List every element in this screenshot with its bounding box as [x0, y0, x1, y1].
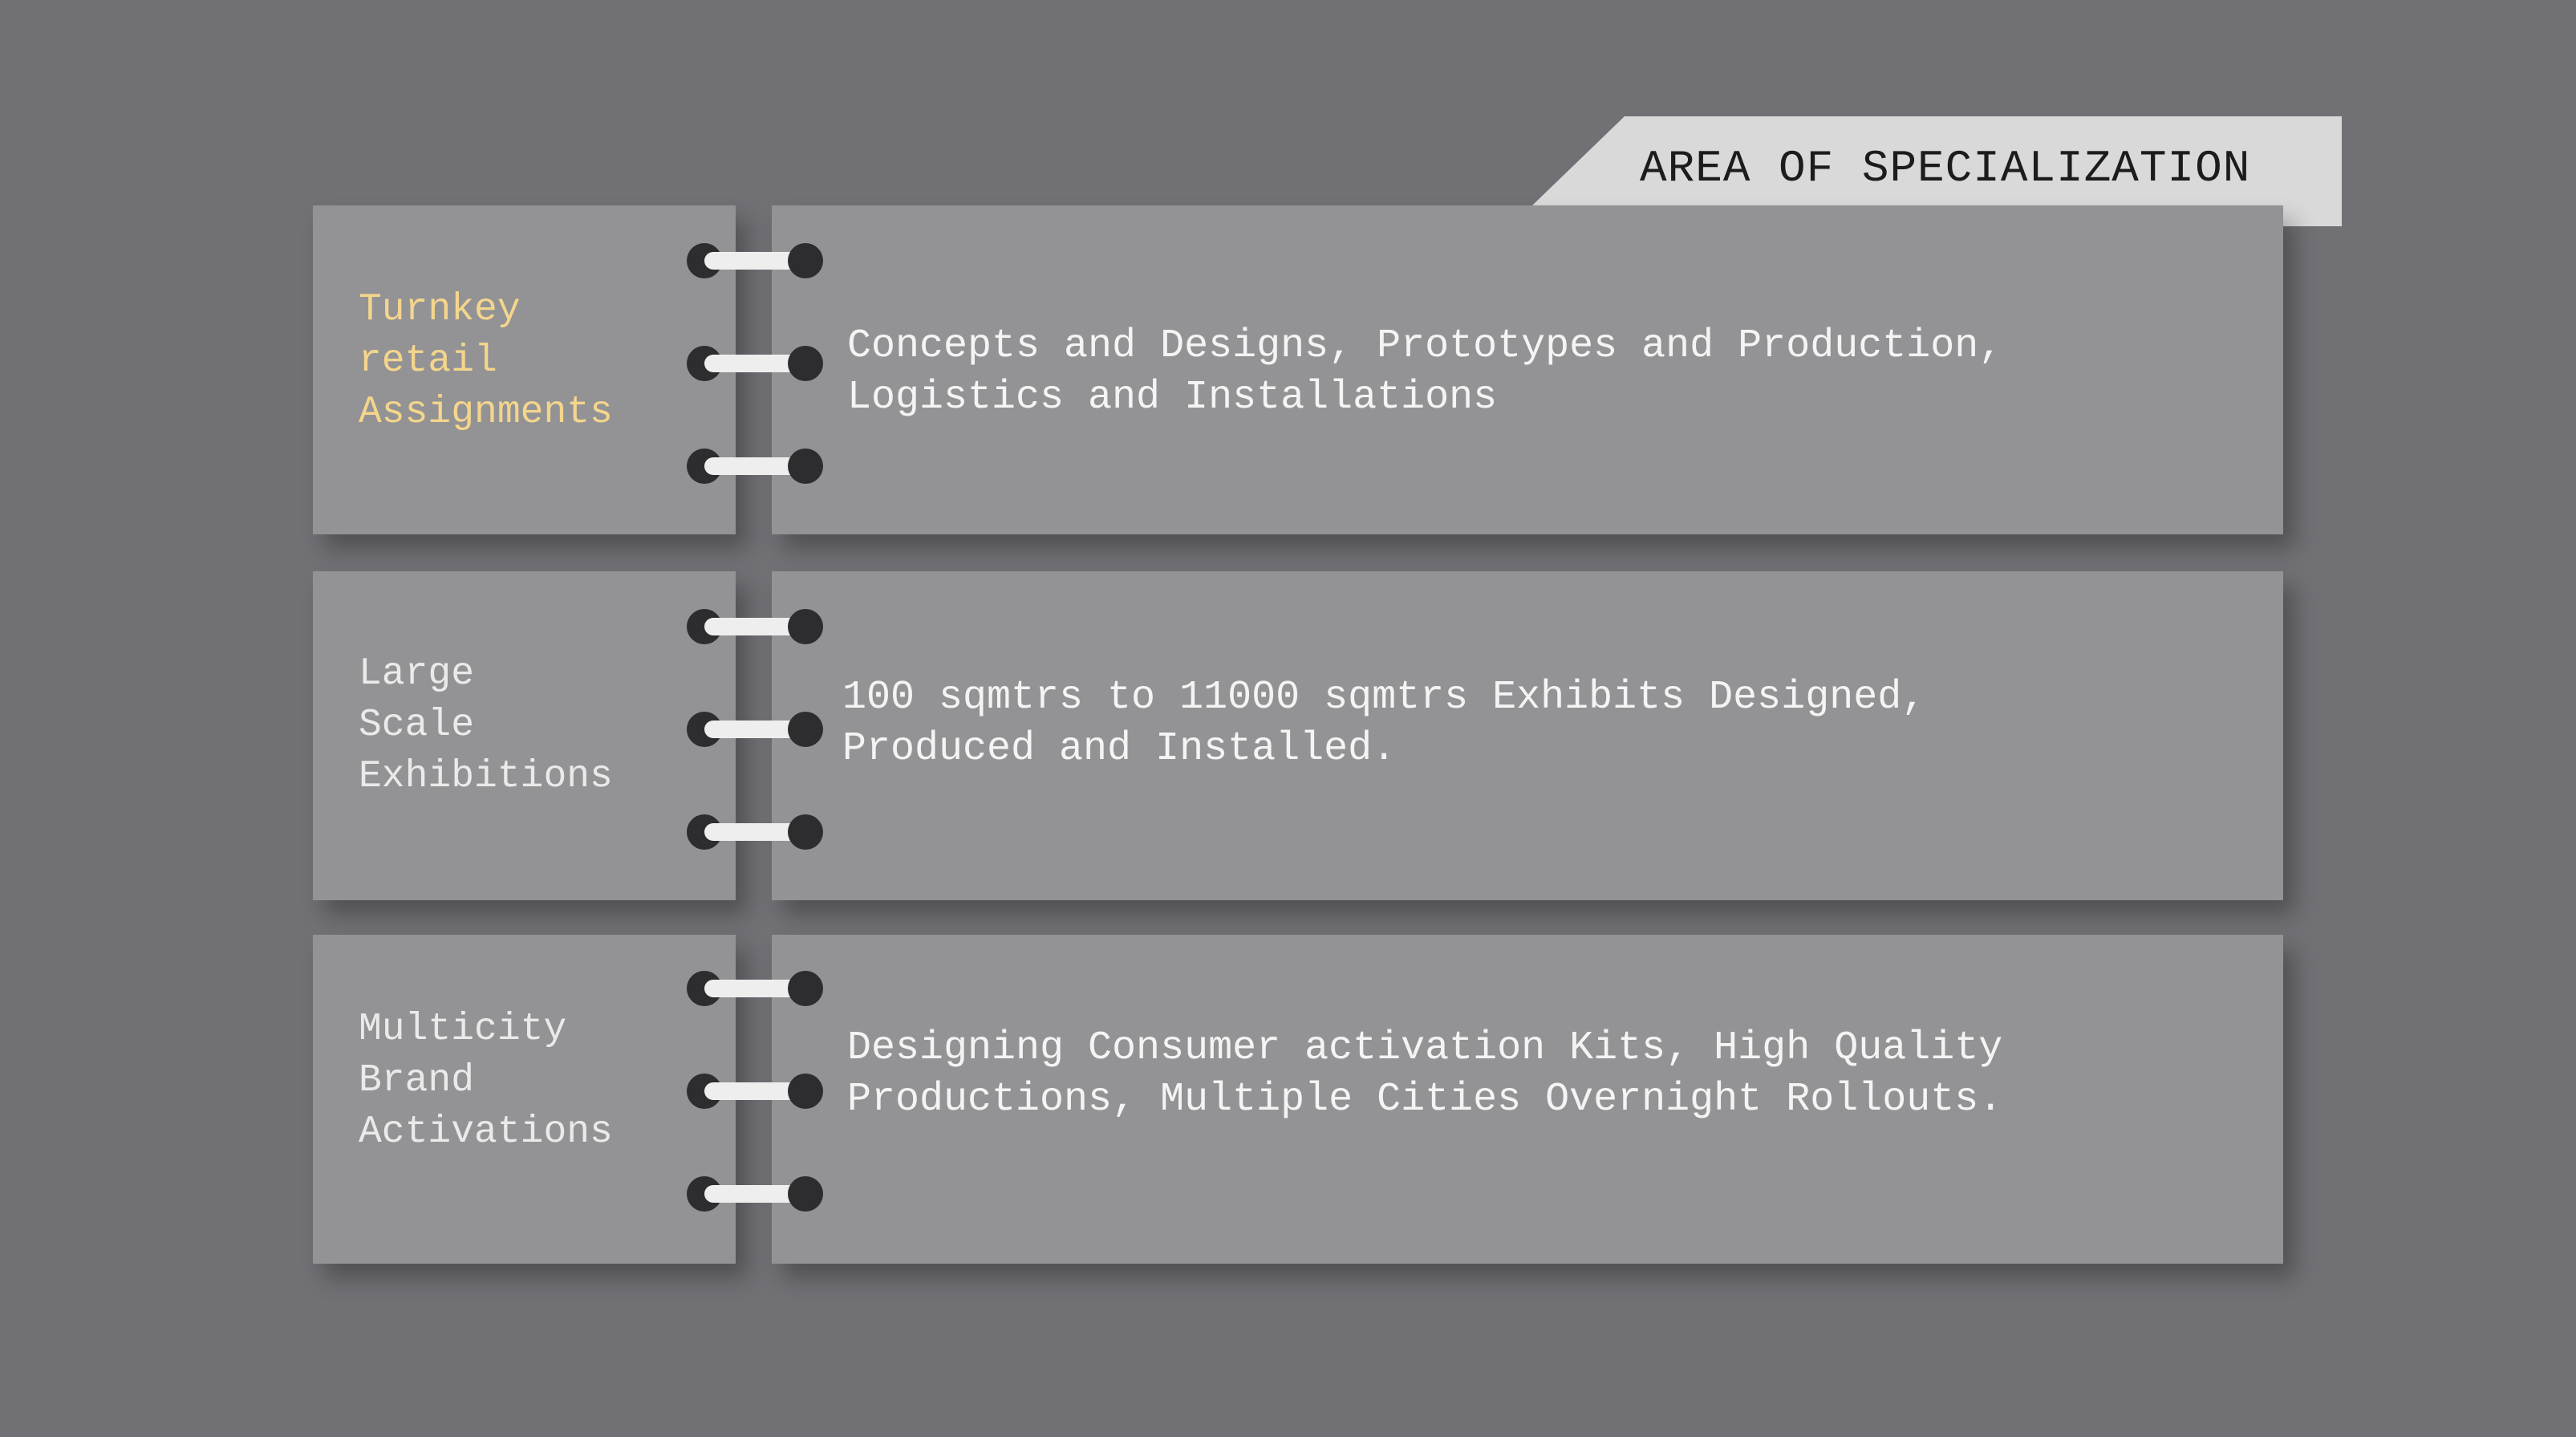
binder-ring-icon — [687, 1074, 823, 1109]
binder-ring-icon — [687, 971, 823, 1006]
binder-ring-icon — [687, 243, 823, 278]
row-description: Concepts and Designs, Prototypes and Pro… — [847, 323, 2003, 420]
binder-ring-icon — [687, 814, 823, 850]
row-label: Turnkey retail Assignments — [359, 288, 613, 434]
binder-ring-icon — [687, 449, 823, 484]
row-description: Designing Consumer activation Kits, High… — [847, 1025, 2003, 1122]
description-card: Concepts and Designs, Prototypes and Pro… — [772, 205, 2283, 534]
specialization-row-activations: Multicity Brand Activations Designing Co… — [313, 935, 2283, 1264]
binder-ring-icon — [687, 609, 823, 644]
label-card: Multicity Brand Activations — [313, 935, 736, 1264]
page-title: AREA OF SPECIALIZATION — [1640, 143, 2251, 194]
specialization-row-exhibitions: Large Scale Exhibitions 100 sqmtrs to 11… — [313, 571, 2283, 900]
label-card: Turnkey retail Assignments — [313, 205, 736, 534]
row-description: 100 sqmtrs to 11000 sqmtrs Exhibits Desi… — [842, 675, 1926, 772]
binder-ring-icon — [687, 1176, 823, 1212]
binder-ring-icon — [687, 346, 823, 381]
binder-ring-icon — [687, 712, 823, 747]
label-card: Large Scale Exhibitions — [313, 571, 736, 900]
row-label: Large Scale Exhibitions — [359, 652, 613, 798]
description-card: Designing Consumer activation Kits, High… — [772, 935, 2283, 1264]
description-card: 100 sqmtrs to 11000 sqmtrs Exhibits Desi… — [772, 571, 2283, 900]
row-label: Multicity Brand Activations — [359, 1008, 613, 1154]
specialization-row-turnkey: Turnkey retail Assignments Concepts and … — [313, 205, 2283, 534]
